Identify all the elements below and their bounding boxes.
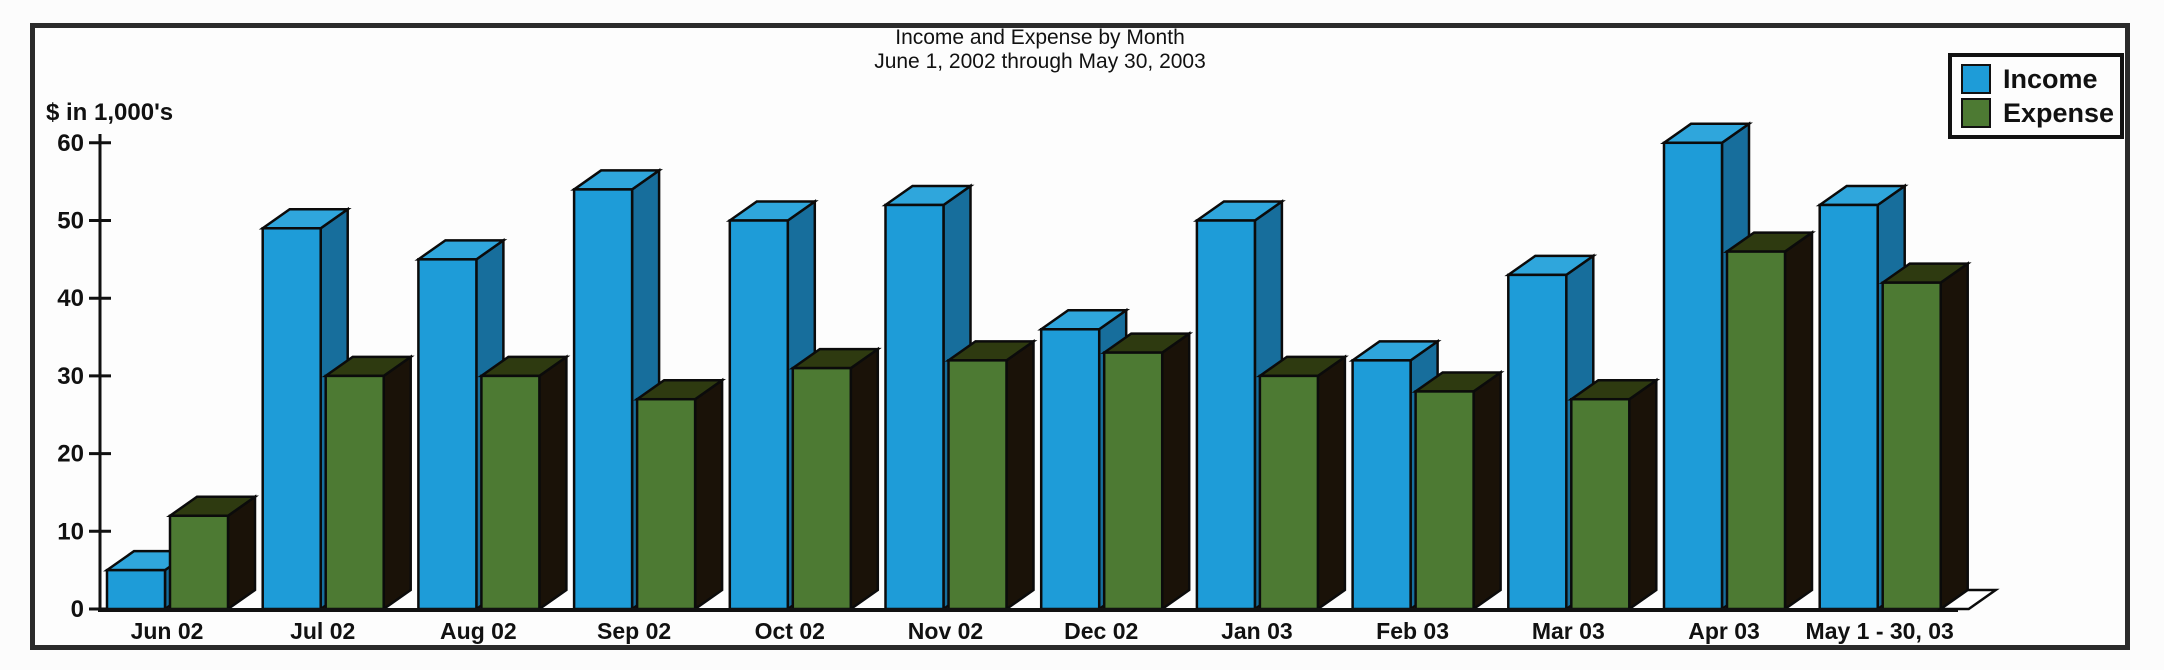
x-category-label-0: Jun 02 — [131, 618, 204, 644]
bar-expense-1 — [321, 354, 415, 612]
y-tick-label-0: 0 — [71, 596, 84, 623]
chart-subtitle: June 1, 2002 through May 30, 2003 — [874, 50, 1206, 73]
income-swatch-icon — [1961, 64, 1991, 94]
y-tick-label-30: 30 — [57, 363, 84, 390]
bar-income-9-face — [1507, 273, 1568, 611]
legend-item-income: Income — [1961, 64, 2111, 94]
bar-income-10-face — [1662, 141, 1724, 611]
bar-expense-2-face — [480, 374, 541, 611]
bar-expense-3-face — [693, 377, 724, 612]
bar-expense-8-face — [1472, 370, 1502, 612]
x-category-label-4: Oct 02 — [755, 618, 825, 644]
bar-expense-0 — [166, 494, 259, 612]
bar-expense-9-face — [1570, 397, 1631, 611]
bar-income-2-face — [417, 258, 478, 611]
expense-swatch-icon — [1961, 98, 1991, 128]
legend-item-expense: Expense — [1961, 98, 2115, 128]
x-category-label-11: May 1 - 30, 03 — [1806, 618, 1954, 644]
y-tick-label-60: 60 — [57, 130, 84, 157]
y-tick-label-40: 40 — [57, 285, 84, 312]
x-category-label-5: Nov 02 — [908, 618, 983, 644]
y-tick-label-20: 20 — [57, 441, 84, 468]
bar-expense-6-face — [1102, 351, 1164, 611]
bar-income-3-face — [572, 188, 634, 611]
legend: Income Expense — [1948, 53, 2124, 139]
legend-label-expense: Expense — [2003, 98, 2115, 128]
bar-expense-4 — [788, 346, 882, 612]
x-category-label-7: Jan 03 — [1221, 618, 1293, 644]
bar-income-8-face — [1351, 359, 1412, 611]
bar-income-4-face — [728, 219, 790, 611]
bar-expense-5-face — [947, 359, 1008, 611]
bar-expense-6 — [1100, 331, 1194, 612]
y-tick-label-50: 50 — [57, 208, 84, 235]
bar-expense-2 — [477, 354, 571, 612]
bar-expense-2-face — [538, 354, 568, 612]
x-category-label-1: Jul 02 — [290, 618, 355, 644]
bar-expense-8 — [1411, 370, 1505, 612]
bar-expense-10 — [1723, 230, 1816, 612]
y-tick-label-10: 10 — [57, 518, 84, 545]
bar-income-5-face — [884, 203, 945, 611]
bar-expense-11 — [1878, 261, 1972, 612]
bar-expense-0-face — [168, 514, 230, 611]
bar-expense-11-face — [1881, 281, 1942, 611]
bar-expense-5 — [944, 338, 1038, 612]
bar-expense-10-face — [1725, 250, 1787, 611]
x-category-label-2: Aug 02 — [440, 618, 517, 644]
bar-expense-10-face — [1783, 230, 1814, 612]
legend-label-income: Income — [2003, 64, 2098, 94]
bar-expense-3 — [633, 377, 727, 612]
bar-expense-4-face — [849, 346, 880, 612]
chart-title: Income and Expense by Month — [895, 26, 1185, 49]
bar-expense-9 — [1567, 377, 1661, 612]
bar-income-1-face — [261, 227, 322, 611]
bar-expense-8-face — [1414, 390, 1475, 611]
bar-income-11-face — [1818, 203, 1879, 611]
bar-expense-3-face — [635, 397, 697, 611]
floor-end-piece — [1936, 588, 2000, 611]
bar-expense-6-face — [1160, 331, 1191, 612]
bar-expense-7-face — [1316, 354, 1347, 612]
x-category-label-8: Feb 03 — [1376, 618, 1449, 644]
bar-expense-4-face — [791, 366, 853, 611]
bar-expense-7-face — [1258, 374, 1320, 611]
bar-income-0-face — [105, 568, 167, 611]
bar-expense-5-face — [1005, 338, 1035, 612]
x-category-label-3: Sep 02 — [597, 618, 671, 644]
bar-income-6-face — [1039, 328, 1101, 611]
bar-expense-1-face — [324, 374, 385, 611]
x-category-label-9: Mar 03 — [1532, 618, 1605, 644]
bar-income-7-face — [1195, 219, 1257, 611]
chart-title-block: Income and Expense by Month June 1, 2002… — [100, 26, 1980, 74]
x-category-label-6: Dec 02 — [1064, 618, 1138, 644]
bar-expense-1-face — [382, 354, 412, 612]
bar-expense-7 — [1255, 354, 1349, 612]
y-axis-title: $ in 1,000's — [46, 99, 174, 126]
bar-expense-11-face — [1939, 261, 1969, 612]
bar-expense-9-face — [1628, 377, 1658, 612]
x-category-label-10: Apr 03 — [1688, 618, 1760, 644]
